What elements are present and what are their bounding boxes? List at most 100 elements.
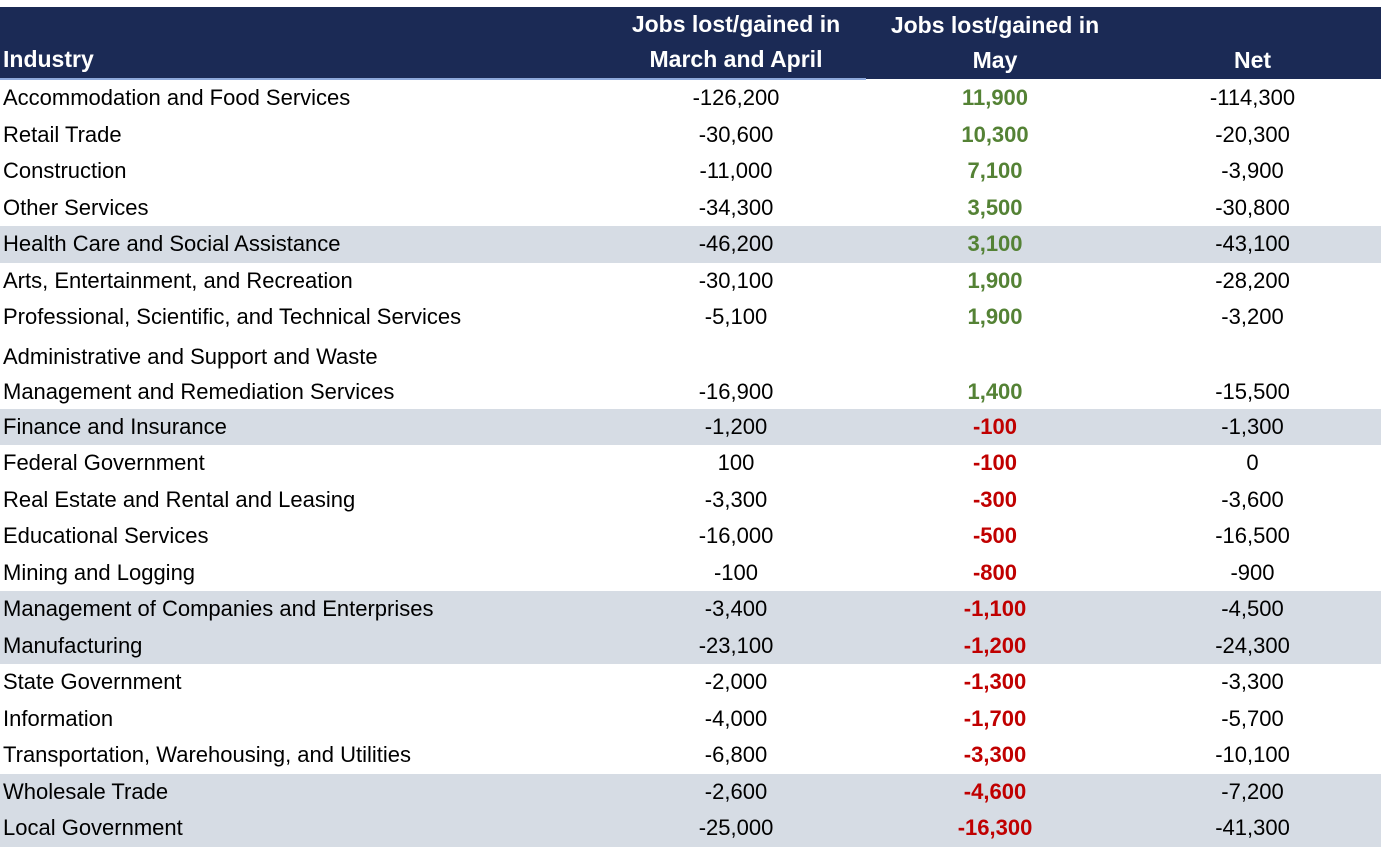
header-march-april-line1: Jobs lost/gained in [631, 11, 841, 37]
industry-name: State Government [3, 669, 182, 695]
march-april-cell: -23,100 [606, 627, 866, 664]
industry-cell: Retail Trade [0, 117, 606, 154]
industry-name: Wholesale Trade [3, 778, 169, 804]
header-industry-label: Industry [3, 46, 94, 72]
industry-name: Information [3, 705, 114, 731]
net-cell: 0 [1246, 450, 1259, 476]
net-cell: -43,100 [1124, 226, 1381, 263]
may-cell: -1,300 [963, 669, 1027, 695]
may-cell: -4,600 [866, 773, 1124, 810]
table-row: Accommodation and Food Services -126,200 1… [0, 79, 1381, 117]
may-cell: 11,900 [961, 84, 1029, 110]
net-cell: -30,800 [1215, 194, 1290, 220]
may-cell: -16,300 [866, 810, 1124, 847]
march-april-cell: -6,800 [704, 742, 768, 768]
table-row: Arts, Entertainment, and Recreation -30,1… [0, 263, 1381, 300]
table-row: Health Care and Social Assistance -46,200… [0, 226, 1381, 263]
header-march-april-line2: March and April [649, 46, 823, 72]
industry-name: Arts, Entertainment, and Recreation [3, 267, 353, 293]
march-april-cell: -2,000 [704, 669, 768, 695]
may-cell: 10,300 [961, 121, 1029, 147]
header-row: Industry Jobs lost/gained in March and Ap… [0, 7, 1381, 80]
industry-line2: Management and Remediation Services [3, 378, 395, 404]
may-cell: -1,200 [866, 627, 1124, 664]
march-april-cell: -3,300 [704, 486, 768, 512]
may-cell: 7,100 [967, 158, 1023, 184]
table-row: Professional, Scientific, and Technical … [0, 299, 1381, 336]
industry-name: Health Care and Social Assistance [3, 231, 341, 257]
may-cell: 3,100 [866, 226, 1124, 263]
march-april-cell: -3,400 [606, 591, 866, 628]
net-cell: -20,300 [1215, 121, 1290, 147]
march-april-cell: -1,200 [606, 408, 866, 445]
march-april-cell: -100 [713, 559, 759, 585]
table-row: Administrative and Support and Waste Mana… [0, 336, 1381, 409]
table-row: Information -4,000 -1,700 -5,700 [0, 701, 1381, 738]
march-april-cell: -4,000 [704, 705, 768, 731]
industry-cell: Arts, Entertainment, and Recreation [0, 263, 606, 300]
table-row: Construction -11,000 7,100 -3,900 [0, 153, 1381, 190]
net-cell: -3,600 [1221, 486, 1284, 512]
industry-cell: Transportation, Warehousing, and Utiliti… [0, 737, 606, 774]
march-april-cell: -5,100 [704, 304, 768, 330]
net-cell: -28,200 [1215, 267, 1290, 293]
net-cell: -41,300 [1124, 810, 1381, 847]
industry-cell: Health Care and Social Assistance [0, 226, 606, 263]
industry-cell: Construction [0, 153, 606, 190]
table-row: Other Services -34,300 3,500 -30,800 [0, 190, 1381, 227]
net-cell: -3,200 [1221, 304, 1284, 330]
net-cell: -1,300 [1124, 408, 1381, 445]
net-cell: -900 [1230, 559, 1275, 585]
industry-cell: Administrative and Support and Waste Mana… [0, 336, 606, 409]
march-april-cell: -16,900 [698, 378, 774, 404]
industry-cell: Manufacturing [0, 627, 606, 664]
may-cell: -100 [866, 408, 1124, 445]
table-row: State Government -2,000 -1,300 -3,300 [0, 664, 1381, 701]
net-cell: -16,500 [1215, 523, 1290, 549]
march-april-cell: -11,000 [699, 158, 773, 184]
industry-name: Finance and Insurance [3, 413, 227, 439]
table-row: Management of Companies and Enterprises -… [0, 591, 1381, 628]
header-net: Net [1124, 7, 1381, 79]
industry-cell: Management of Companies and Enterprises [0, 591, 606, 628]
industry-cell: Wholesale Trade [0, 773, 606, 810]
industry-name: Real Estate and Rental and Leasing [3, 486, 356, 512]
industry-jobs-table: Industry Jobs lost/gained in March and Ap… [0, 7, 1381, 847]
table-row: Local Government -25,000 -16,300 -41,300 [0, 810, 1381, 847]
industry-name: Construction [3, 158, 127, 184]
industry-name: Professional, Scientific, and Technical … [3, 304, 462, 330]
may-cell: -3,300 [963, 742, 1027, 768]
header-may-line1: Jobs lost/gained in [890, 12, 1100, 38]
industry-cell: Local Government [0, 810, 606, 847]
net-cell: -24,300 [1124, 627, 1381, 664]
net-cell: -7,200 [1124, 773, 1381, 810]
industry-name: Accommodation and Food Services [3, 85, 351, 111]
may-cell: -300 [972, 486, 1018, 512]
table-row: Federal Government 100 -100 0 [0, 445, 1381, 482]
march-april-cell: 100 [717, 450, 755, 476]
table-row: Mining and Logging -100 -800 -900 [0, 555, 1381, 592]
may-cell: 1,900 [967, 267, 1023, 293]
table-row: Transportation, Warehousing, and Utiliti… [0, 737, 1381, 774]
header-march-april: Jobs lost/gained in March and April [606, 7, 866, 80]
industry-cell: Real Estate and Rental and Leasing [0, 482, 606, 519]
industry-cell: Federal Government [0, 445, 606, 482]
industry-name: Retail Trade [3, 121, 122, 147]
industry-name: Educational Services [3, 523, 209, 549]
may-cell: -500 [972, 523, 1018, 549]
industry-cell: Mining and Logging [0, 555, 606, 592]
industry-cell: Information [0, 701, 606, 738]
may-cell: -800 [972, 559, 1018, 585]
table-row: Finance and Insurance -1,200 -100 -1,300 [0, 408, 1381, 445]
industry-line1: Administrative and Support and Waste [3, 343, 378, 369]
industry-cell: Other Services [0, 190, 606, 227]
header-may-line2: May [972, 47, 1018, 73]
table-row: Wholesale Trade -2,600 -4,600 -7,200 [0, 773, 1381, 810]
industry-name: Mining and Logging [3, 559, 196, 585]
march-april-cell: -34,300 [698, 194, 774, 220]
march-april-cell: -126,200 [692, 85, 780, 111]
march-april-cell: -2,600 [606, 773, 866, 810]
may-cell: 3,500 [967, 194, 1023, 220]
industry-name: Local Government [3, 815, 183, 841]
header-industry: Industry [0, 7, 606, 80]
